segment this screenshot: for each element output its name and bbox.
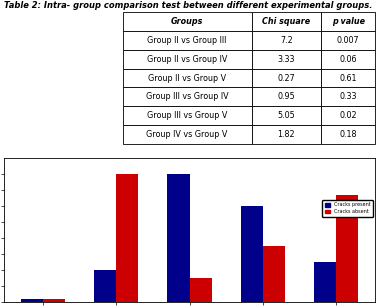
Bar — [241, 206, 263, 302]
Bar — [336, 195, 358, 302]
Bar — [21, 299, 43, 302]
Bar — [190, 278, 211, 302]
Bar — [263, 246, 285, 302]
Legend: Cracks present, Cracks absent: Cracks present, Cracks absent — [323, 200, 373, 217]
Bar — [116, 174, 138, 302]
Text: Table 2: Intra- group comparison test between different experimental groups.: Table 2: Intra- group comparison test be… — [4, 1, 372, 10]
Bar — [168, 174, 190, 302]
Bar — [314, 262, 336, 302]
Bar — [94, 270, 116, 302]
Bar — [43, 299, 65, 302]
